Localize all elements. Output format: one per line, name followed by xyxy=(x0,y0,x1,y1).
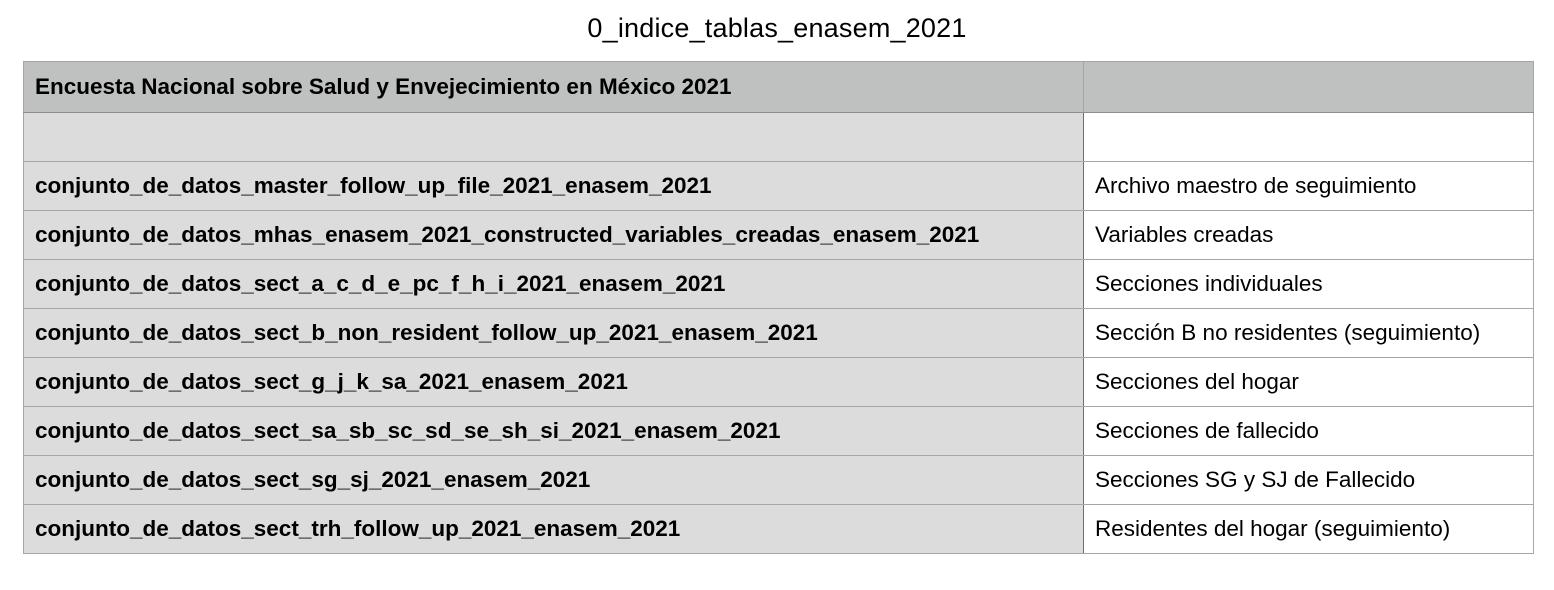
description-cell[interactable]: Secciones del hogar xyxy=(1083,357,1534,407)
table-row: conjunto_de_datos_sect_a_c_d_e_pc_f_h_i_… xyxy=(23,259,1534,309)
dataset-name-cell[interactable]: conjunto_de_datos_sect_sa_sb_sc_sd_se_sh… xyxy=(23,406,1084,456)
description-cell[interactable]: Residentes del hogar (seguimiento) xyxy=(1083,504,1534,554)
description-cell[interactable] xyxy=(1083,112,1534,162)
description-cell[interactable]: Secciones individuales xyxy=(1083,259,1534,309)
table-row xyxy=(23,112,1534,162)
table-row: conjunto_de_datos_master_follow_up_file_… xyxy=(23,161,1534,211)
dataset-name-cell[interactable] xyxy=(23,112,1084,162)
header-cell-empty[interactable] xyxy=(1083,61,1534,113)
table-row: conjunto_de_datos_mhas_enasem_2021_const… xyxy=(23,210,1534,260)
dataset-name-cell[interactable]: conjunto_de_datos_sect_sg_sj_2021_enasem… xyxy=(23,455,1084,505)
table-row: conjunto_de_datos_sect_trh_follow_up_202… xyxy=(23,504,1534,554)
dataset-name-cell[interactable]: conjunto_de_datos_sect_b_non_resident_fo… xyxy=(23,308,1084,358)
description-cell[interactable]: Archivo maestro de seguimiento xyxy=(1083,161,1534,211)
dataset-name-cell[interactable]: conjunto_de_datos_mhas_enasem_2021_const… xyxy=(23,210,1084,260)
index-table: Encuesta Nacional sobre Salud y Envejeci… xyxy=(23,61,1534,554)
description-cell[interactable]: Secciones de fallecido xyxy=(1083,406,1534,456)
dataset-name-cell[interactable]: conjunto_de_datos_master_follow_up_file_… xyxy=(23,161,1084,211)
dataset-name-cell[interactable]: conjunto_de_datos_sect_g_j_k_sa_2021_ena… xyxy=(23,357,1084,407)
table-row: conjunto_de_datos_sect_g_j_k_sa_2021_ena… xyxy=(23,357,1534,407)
table-row: conjunto_de_datos_sect_b_non_resident_fo… xyxy=(23,308,1534,358)
description-cell[interactable]: Sección B no residentes (seguimiento) xyxy=(1083,308,1534,358)
sheet-title: 0_indice_tablas_enasem_2021 xyxy=(587,13,967,43)
dataset-name-cell[interactable]: conjunto_de_datos_sect_trh_follow_up_202… xyxy=(23,504,1084,554)
table-row: conjunto_de_datos_sect_sa_sb_sc_sd_se_sh… xyxy=(23,406,1534,456)
table-row: conjunto_de_datos_sect_sg_sj_2021_enasem… xyxy=(23,455,1534,505)
description-cell[interactable]: Secciones SG y SJ de Fallecido xyxy=(1083,455,1534,505)
description-cell[interactable]: Variables creadas xyxy=(1083,210,1534,260)
header-cell-title[interactable]: Encuesta Nacional sobre Salud y Envejeci… xyxy=(23,61,1084,113)
table-header-row: Encuesta Nacional sobre Salud y Envejeci… xyxy=(23,61,1534,113)
dataset-name-cell[interactable]: conjunto_de_datos_sect_a_c_d_e_pc_f_h_i_… xyxy=(23,259,1084,309)
